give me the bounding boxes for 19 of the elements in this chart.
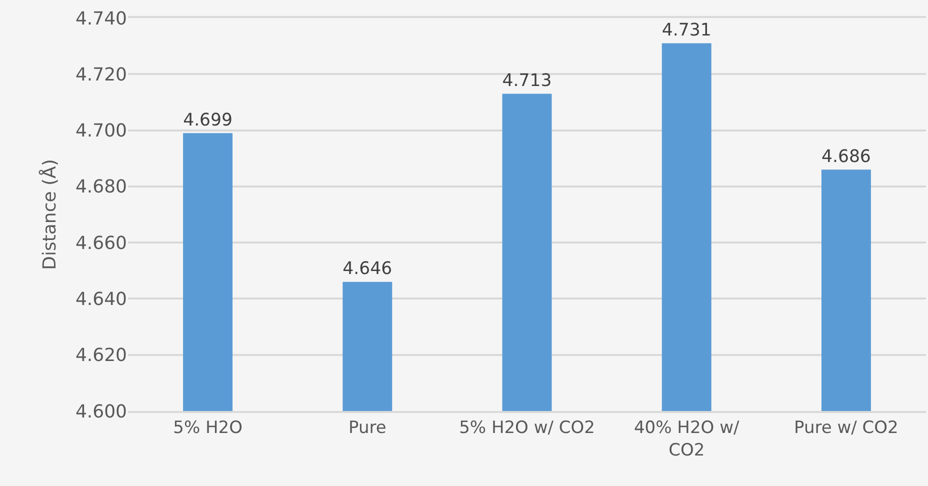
- x-tick-label: 5% H2O: [173, 418, 242, 438]
- y-tick-label: 4.600: [75, 401, 127, 422]
- y-tick-label: 4.620: [75, 345, 127, 366]
- y-tick-label: 4.720: [75, 64, 127, 86]
- y-axis-title: Distance (Å): [38, 159, 61, 270]
- x-tick-label: Pure w/ CO2: [794, 418, 898, 438]
- y-tick-label: 4.640: [75, 289, 127, 310]
- data-label: 4.686: [821, 146, 871, 167]
- y-tick-label: 4.660: [75, 232, 127, 254]
- data-label: 4.731: [662, 20, 712, 40]
- x-tick-label: Pure: [348, 418, 386, 438]
- x-tick-label: 5% H2O w/ CO2: [459, 418, 595, 438]
- y-tick-label: 4.700: [75, 120, 127, 142]
- data-label: 4.646: [342, 259, 392, 280]
- y-tick-label: 4.680: [75, 176, 127, 198]
- data-label: 4.713: [502, 70, 552, 91]
- y-tick-label: 4.740: [75, 8, 127, 30]
- x-tick-label: 40% H2O w/ CO2: [634, 418, 740, 460]
- data-label: 4.699: [183, 110, 233, 130]
